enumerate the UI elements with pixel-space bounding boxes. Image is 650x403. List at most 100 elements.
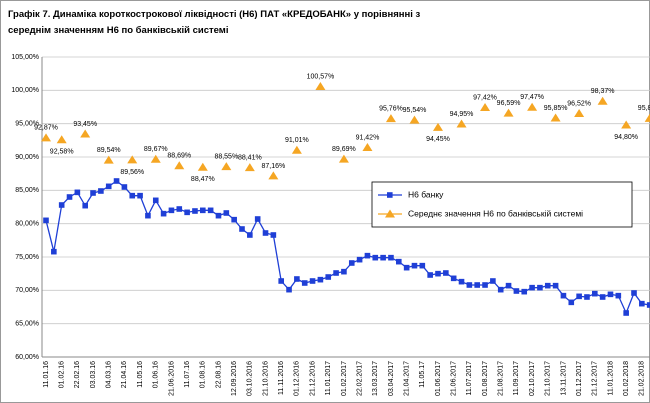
x-tick-label: 01.06.16 bbox=[153, 361, 160, 388]
x-tick-label: 11.01.2017 bbox=[325, 361, 332, 396]
point-marker bbox=[474, 282, 480, 288]
point-marker bbox=[82, 202, 88, 209]
y-tick-label: 105,00% bbox=[11, 54, 39, 61]
data-label: 89,67% bbox=[144, 146, 168, 153]
x-tick-label: 11.01.2018 bbox=[607, 361, 614, 396]
x-tick-label: 21.04.16 bbox=[121, 361, 128, 388]
legend: Н6 банку Середнє значення Н6 по банківськ… bbox=[371, 181, 633, 228]
x-tick-label: 01.02.2017 bbox=[341, 361, 348, 396]
y-tick-label: 80,00% bbox=[15, 221, 39, 228]
point-marker bbox=[176, 206, 183, 212]
data-label: 92,87% bbox=[34, 125, 58, 132]
legend-label: Н6 банку bbox=[408, 189, 444, 199]
point-marker bbox=[254, 216, 261, 222]
point-marker bbox=[80, 129, 91, 138]
point-marker bbox=[291, 145, 302, 154]
x-tick-label: 01.08.16 bbox=[200, 361, 207, 388]
x-tick-label: 21.10.2016 bbox=[262, 361, 269, 396]
point-marker bbox=[137, 192, 143, 199]
data-label: 94,95% bbox=[450, 111, 474, 118]
legend-marker bbox=[387, 192, 393, 198]
data-label: 88,47% bbox=[191, 176, 215, 183]
point-marker bbox=[348, 260, 355, 266]
point-marker bbox=[456, 119, 467, 128]
data-label: 91,01% bbox=[285, 137, 309, 144]
point-marker bbox=[244, 163, 255, 172]
point-marker bbox=[435, 270, 441, 277]
point-marker bbox=[192, 208, 198, 214]
point-marker bbox=[527, 102, 538, 111]
point-marker bbox=[113, 178, 120, 184]
x-tick-label: 01.08.2017 bbox=[482, 361, 489, 396]
point-marker bbox=[505, 282, 512, 289]
point-marker bbox=[145, 212, 151, 219]
point-marker bbox=[309, 278, 316, 284]
x-tick-label: 21.04.2017 bbox=[403, 361, 410, 396]
point-marker bbox=[409, 115, 420, 124]
point-marker bbox=[466, 282, 473, 288]
point-marker bbox=[286, 286, 292, 293]
data-label: 94,45% bbox=[426, 136, 450, 143]
data-label: 96,59% bbox=[497, 100, 521, 107]
x-tick-label: 21.02.2018 bbox=[639, 361, 646, 396]
data-label: 95,54% bbox=[403, 107, 427, 114]
data-label: 95,76% bbox=[379, 105, 403, 112]
legend-label: Середнє значення Н6 по банківській систе… bbox=[408, 208, 583, 218]
point-marker bbox=[200, 207, 206, 214]
legend-box bbox=[371, 181, 633, 228]
x-tick-label: 04.03.16 bbox=[106, 361, 113, 388]
point-marker bbox=[433, 122, 443, 131]
point-marker bbox=[639, 300, 645, 307]
point-marker bbox=[631, 290, 637, 296]
point-marker bbox=[268, 171, 279, 180]
point-marker bbox=[574, 109, 585, 118]
y-tick-label: 75,00% bbox=[15, 254, 39, 261]
point-marker bbox=[380, 254, 386, 261]
point-marker bbox=[560, 292, 567, 299]
point-marker bbox=[364, 252, 371, 259]
x-tick-label: 22.02.16 bbox=[74, 361, 81, 388]
y-tick-label: 100,00% bbox=[11, 87, 39, 94]
point-marker bbox=[372, 254, 379, 261]
data-label: 100,57% bbox=[307, 73, 335, 80]
point-marker bbox=[74, 189, 81, 196]
point-marker bbox=[247, 232, 253, 238]
data-label: 87,16% bbox=[261, 163, 285, 170]
point-marker bbox=[396, 258, 402, 265]
point-marker bbox=[341, 268, 347, 275]
point-marker bbox=[621, 120, 632, 129]
x-tick-label: 21.12.2017 bbox=[592, 361, 599, 396]
point-marker bbox=[325, 274, 332, 280]
point-marker bbox=[41, 133, 51, 142]
point-marker bbox=[592, 290, 598, 297]
point-marker bbox=[599, 294, 606, 300]
point-marker bbox=[385, 114, 396, 123]
point-marker bbox=[403, 264, 410, 271]
point-marker bbox=[338, 154, 349, 163]
point-marker bbox=[388, 254, 394, 261]
x-tick-label: 01.12.2017 bbox=[576, 361, 583, 396]
point-marker bbox=[537, 284, 543, 291]
point-marker bbox=[127, 155, 138, 164]
data-label: 93,45% bbox=[73, 121, 97, 128]
point-marker bbox=[480, 103, 491, 112]
data-label: 92,58% bbox=[50, 149, 74, 156]
point-marker bbox=[576, 293, 582, 300]
point-marker bbox=[150, 154, 161, 163]
point-marker bbox=[521, 288, 528, 295]
point-marker bbox=[333, 270, 339, 276]
point-marker bbox=[262, 230, 269, 236]
point-marker bbox=[550, 113, 561, 122]
x-tick-label: 11.07.2017 bbox=[466, 361, 473, 396]
x-tick-label: 12.09.2016 bbox=[231, 361, 238, 396]
x-tick-label: 21.06.2017 bbox=[451, 361, 458, 396]
data-label: 95,85% bbox=[544, 105, 568, 112]
legend-marker bbox=[385, 209, 395, 218]
point-marker bbox=[584, 294, 590, 300]
point-marker bbox=[317, 276, 324, 283]
point-marker bbox=[623, 310, 629, 316]
point-marker bbox=[270, 232, 277, 238]
point-marker bbox=[98, 188, 104, 194]
point-marker bbox=[315, 82, 326, 91]
